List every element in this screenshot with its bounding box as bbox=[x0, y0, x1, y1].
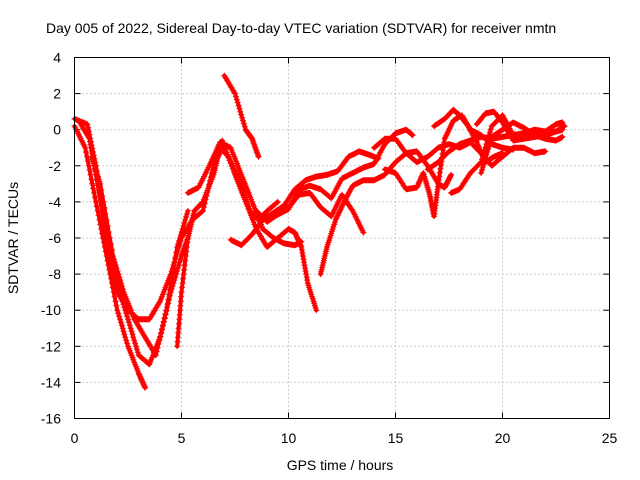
series-markers bbox=[473, 108, 568, 144]
y-tick-label: 0 bbox=[53, 122, 61, 138]
chart-title: Day 005 of 2022, Sidereal Day-to-day VTE… bbox=[46, 20, 556, 36]
series-markers bbox=[317, 148, 455, 278]
series-4 bbox=[88, 153, 191, 359]
y-tick-label: -12 bbox=[41, 338, 61, 354]
x-tick-label: 10 bbox=[281, 430, 297, 446]
y-tick-label: 2 bbox=[53, 86, 61, 102]
y-axis-label: SDTVAR / TECUs bbox=[5, 182, 21, 294]
series-line bbox=[175, 145, 280, 349]
x-tick-label: 20 bbox=[495, 430, 511, 446]
data-series bbox=[71, 72, 568, 391]
y-tick-label: -6 bbox=[49, 230, 62, 246]
y-tick-label: 4 bbox=[53, 50, 61, 66]
y-tick-label: -4 bbox=[49, 194, 62, 210]
y-tick-label: -10 bbox=[41, 302, 61, 318]
x-tick-label: 15 bbox=[388, 430, 404, 446]
series-19 bbox=[473, 108, 568, 144]
series-markers bbox=[88, 153, 191, 359]
y-tick-label: -16 bbox=[41, 411, 61, 427]
y-tick-label: -14 bbox=[41, 374, 61, 390]
x-tick-label: 5 bbox=[178, 430, 186, 446]
series-18 bbox=[478, 119, 566, 176]
series-8 bbox=[227, 148, 382, 249]
y-tick-label: -8 bbox=[49, 266, 62, 282]
plot-frame bbox=[74, 57, 610, 419]
grid bbox=[74, 57, 610, 419]
series-7 bbox=[219, 137, 320, 314]
y-tick-label: -2 bbox=[49, 158, 62, 174]
series-markers bbox=[221, 72, 262, 160]
series-markers bbox=[219, 137, 320, 314]
series-12 bbox=[317, 148, 455, 278]
x-tick-label: 25 bbox=[602, 430, 618, 446]
x-tick-label: 0 bbox=[71, 430, 79, 446]
series-11 bbox=[274, 189, 367, 236]
x-axis-label: GPS time / hours bbox=[287, 457, 394, 473]
series-9 bbox=[221, 72, 262, 160]
